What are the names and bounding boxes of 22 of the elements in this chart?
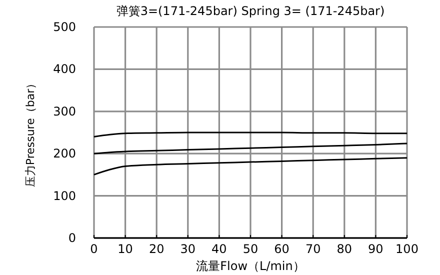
x-tick-label: 0: [90, 242, 98, 256]
x-tick-label: 10: [118, 242, 133, 256]
y-tick-label: 200: [53, 146, 76, 161]
y-tick-label: 300: [53, 104, 76, 118]
x-tick-label: 60: [274, 242, 290, 256]
y-tick-label: 100: [53, 188, 76, 203]
y-tick-label: 0: [68, 231, 76, 245]
line-series: [93, 157, 408, 176]
y-tick-label: 500: [53, 20, 76, 34]
x-axis-title: 流量Flow（L/min）: [196, 259, 305, 273]
y-tick-label: 400: [53, 62, 76, 76]
x-tick-label: 30: [180, 242, 196, 256]
x-tick-label: 80: [336, 242, 352, 256]
x-tick-label: 20: [148, 242, 164, 256]
x-tick-label: 40: [212, 242, 227, 256]
x-tick-label: 90: [368, 242, 384, 256]
x-tick-label: 50: [242, 242, 258, 256]
x-tick-label: 100: [396, 242, 418, 256]
line-series: [93, 142, 408, 154]
x-tick-label: 70: [305, 242, 321, 256]
y-axis-title: 压力Pressure（bar）: [24, 78, 37, 188]
chart-title: 弹簧3=(171-245bar) Spring 3= (171-245bar): [116, 4, 385, 18]
